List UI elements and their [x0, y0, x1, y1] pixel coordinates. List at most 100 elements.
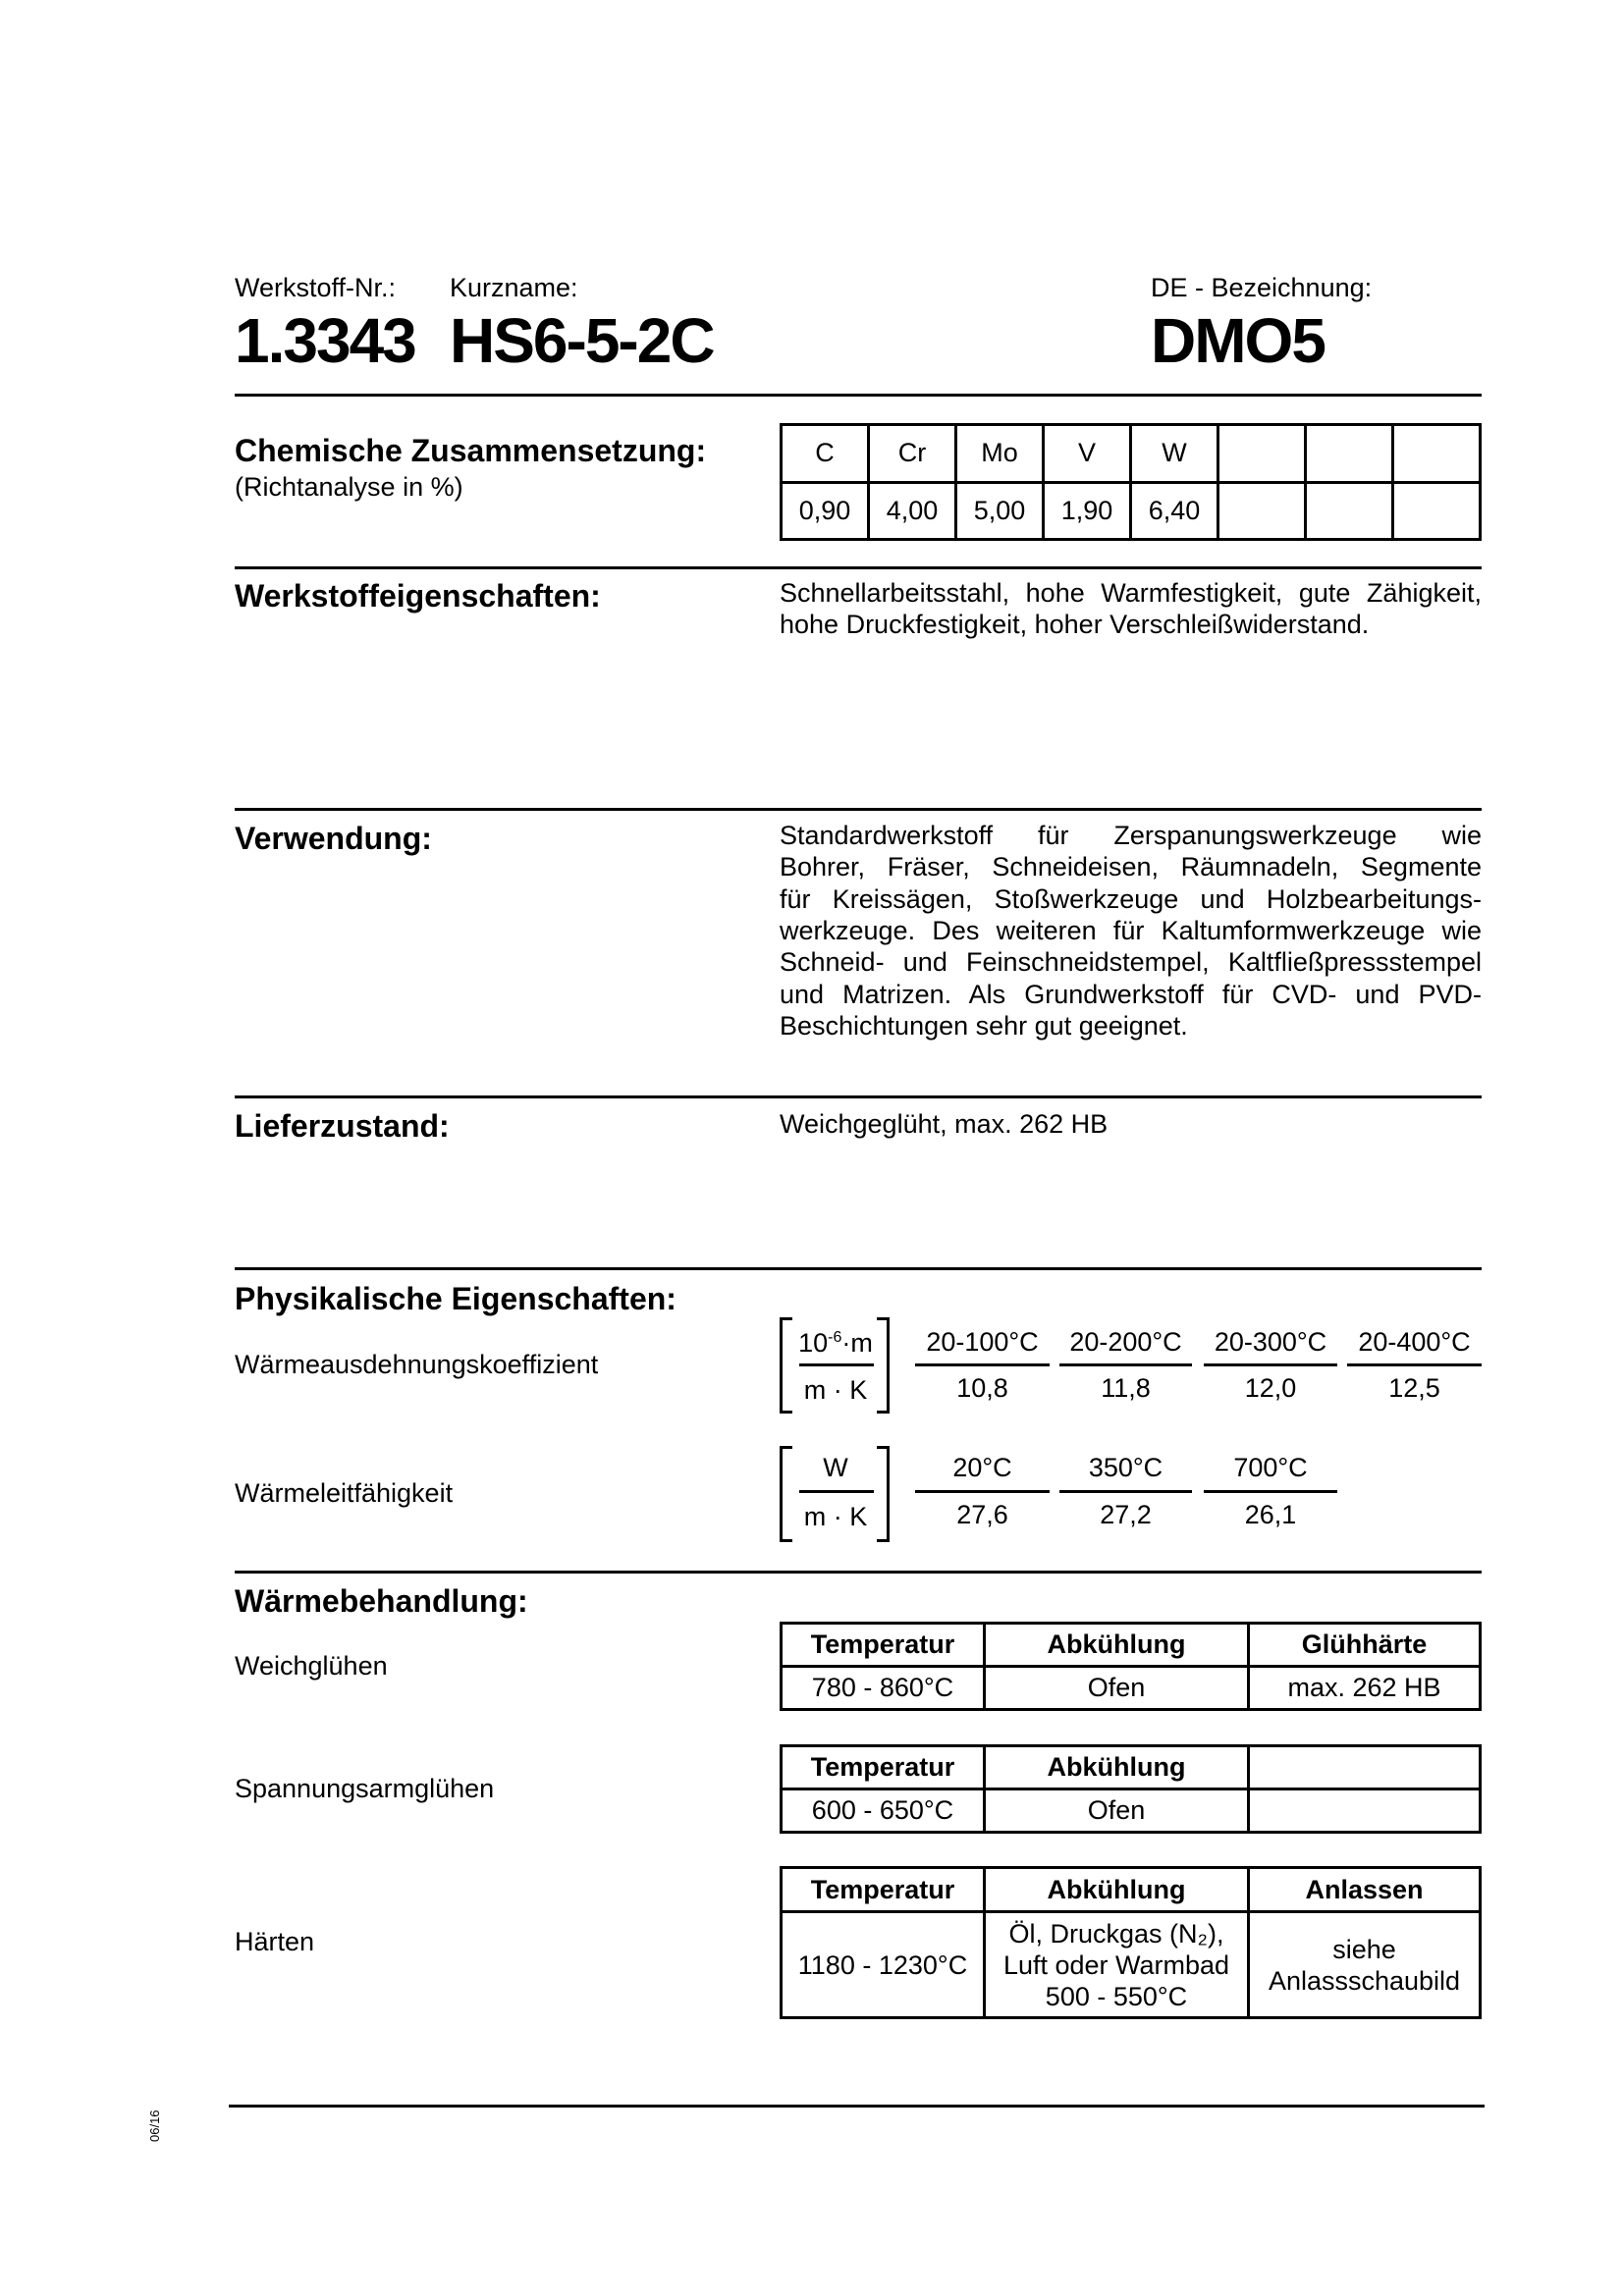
value-cell: Öl, Druckgas (N₂), Luft oder Warmbad 500 -… [983, 1910, 1250, 2019]
value-cell [1217, 480, 1307, 541]
header-cell: Abkühlung [983, 1744, 1250, 1790]
header-cell: Abkühlung [983, 1622, 1250, 1668]
divider [235, 394, 1482, 397]
verwendung-line: werkzeuge. Des weiteren für Kaltumformwe… [780, 915, 1482, 945]
footer-date: 06/16 [147, 2109, 162, 2142]
physik-title: Physikalische Eigenschaften: [235, 1281, 676, 1316]
cell-line: Öl, Druckgas (N₂), [1008, 1918, 1224, 1949]
chem-title: Chemische Zusammensetzung: [235, 433, 707, 468]
temp-value: 27,2 [1100, 1500, 1152, 1529]
cell-line: Anlassschaubild [1268, 1965, 1461, 1996]
value-cell [1391, 480, 1482, 541]
chem-subtitle: (Richtanalyse in %) [235, 472, 463, 502]
element-cell: Cr [867, 423, 957, 484]
header-cell: Abkühlung [983, 1866, 1250, 1913]
column-line [1059, 1490, 1192, 1493]
header-cell: Temperatur [780, 1866, 986, 1913]
eigenschaften-title: Werkstoffeigenschaften: [235, 578, 601, 614]
de-value: DMO5 [1151, 305, 1326, 376]
column-line [915, 1363, 1050, 1366]
de-label: DE - Bezeichnung: [1151, 273, 1373, 302]
verwendung-title: Verwendung: [235, 821, 432, 856]
value-cell: Ofen [983, 1665, 1250, 1711]
element-cell: V [1042, 423, 1132, 484]
weich-table: Temperatur Abkühlung Glühhärte 780 - 860°C… [780, 1622, 1482, 1711]
value-cell: siehe Anlassschaubild [1247, 1910, 1482, 2019]
value-cell: 600 - 650°C [780, 1788, 986, 1834]
verwendung-line: und Matrizen. Als Grundwerkstoff für CVD… [780, 979, 1482, 1009]
werkstoff-nr: 1.3343 [235, 305, 417, 376]
column-line [1059, 1363, 1192, 1366]
cell-line: Luft oder Warmbad [1002, 1949, 1230, 1980]
verwendung-line: für Kreissägen, Stoßwerkzeuge und Holzbe… [780, 883, 1482, 914]
divider [235, 1571, 1482, 1574]
temp-header: 20-100°C [926, 1327, 1039, 1357]
bracket-right [877, 1317, 890, 1414]
spannung-label: Spannungsarmglühen [235, 1774, 495, 1803]
haerten-table: Temperatur Abkühlung Anlassen 1180 - 1230°… [780, 1866, 1482, 2019]
bracket-left [780, 1446, 792, 1542]
lieferzustand-title: Lieferzustand: [235, 1108, 450, 1144]
element-cell: W [1129, 423, 1219, 484]
bracket-right [877, 1446, 890, 1542]
temp-value: 12,0 [1244, 1373, 1297, 1403]
column-line [1204, 1490, 1337, 1493]
ausdehnung-unit-num: 10-6·m [798, 1328, 873, 1358]
leitfaehigkeit-unit-num: W [823, 1453, 848, 1482]
kurzname-label: Kurzname: [450, 273, 578, 302]
element-cell [1391, 423, 1482, 484]
verwendung-line: Beschichtungen sehr gut geeignet. [780, 1010, 1188, 1041]
kurzname: HS6-5-2C [450, 305, 716, 376]
column-line [1204, 1363, 1337, 1366]
value-cell [1304, 480, 1394, 541]
leitfaehigkeit-unit-den: m · K [803, 1502, 868, 1531]
value-cell: 6,40 [1129, 480, 1219, 541]
value-cell [1247, 1788, 1482, 1834]
value-cell: 0,90 [780, 480, 870, 541]
value-cell: Ofen [983, 1788, 1250, 1834]
temp-value: 11,8 [1101, 1373, 1151, 1403]
temp-header: 20-200°C [1069, 1327, 1182, 1357]
temp-value: 12,5 [1388, 1373, 1440, 1403]
werkstoff-label: Werkstoff-Nr.: [235, 273, 397, 302]
chem-table: C Cr Mo V W 0,90 4,00 5,00 1,90 6,40 [780, 423, 1482, 541]
divider [235, 1095, 1482, 1098]
eigenschaften-line: Schnellarbeitsstahl, hohe Warmfestigkeit… [780, 578, 1482, 608]
lieferzustand-value: Weichgeglüht, max. 262 HB [780, 1109, 1109, 1139]
header-cell [1247, 1744, 1482, 1790]
temp-value: 27,6 [956, 1500, 1008, 1529]
column-line [915, 1490, 1050, 1493]
value-cell: max. 262 HB [1247, 1665, 1482, 1711]
verwendung-line: Bohrer, Fräser, Schneideisen, Räumnadeln… [780, 852, 1482, 882]
spannung-table: Temperatur Abkühlung 600 - 650°C Ofen [780, 1744, 1482, 1834]
bracket-left [780, 1317, 792, 1414]
value-cell: 780 - 860°C [780, 1665, 986, 1711]
value-cell: 4,00 [867, 480, 957, 541]
value-cell: 5,00 [954, 480, 1045, 541]
temp-header: 20-400°C [1358, 1327, 1471, 1357]
header-cell: Temperatur [780, 1622, 986, 1668]
ausdehnung-label: Wärmeausdehnungskoeffizient [235, 1350, 599, 1379]
temp-value: 26,1 [1244, 1500, 1297, 1529]
waerme-title: Wärmebehandlung: [235, 1583, 528, 1619]
divider [235, 1267, 1482, 1270]
ausdehnung-unit-den: m · K [803, 1375, 868, 1405]
element-cell: Mo [954, 423, 1045, 484]
element-cell: C [780, 423, 870, 484]
divider [235, 808, 1482, 811]
temp-header: 20-300°C [1214, 1327, 1327, 1357]
header-cell: Anlassen [1247, 1866, 1482, 1913]
eigenschaften-line: hohe Druckfestigkeit, hoher Verschleißwi… [780, 610, 1370, 639]
column-line [1347, 1363, 1482, 1366]
divider [235, 566, 1482, 569]
temp-value: 10,8 [956, 1373, 1008, 1403]
value-cell: 1,90 [1042, 480, 1132, 541]
value-cell: 1180 - 1230°C [780, 1910, 986, 2019]
header-cell: Temperatur [780, 1744, 986, 1790]
element-cell [1304, 423, 1394, 484]
temp-header: 700°C [1233, 1453, 1308, 1482]
cell-line: 500 - 550°C [1045, 1981, 1188, 2011]
cell-line: siehe [1332, 1934, 1396, 1964]
fraction-line [799, 1490, 874, 1493]
footer-rule [229, 2105, 1485, 2108]
